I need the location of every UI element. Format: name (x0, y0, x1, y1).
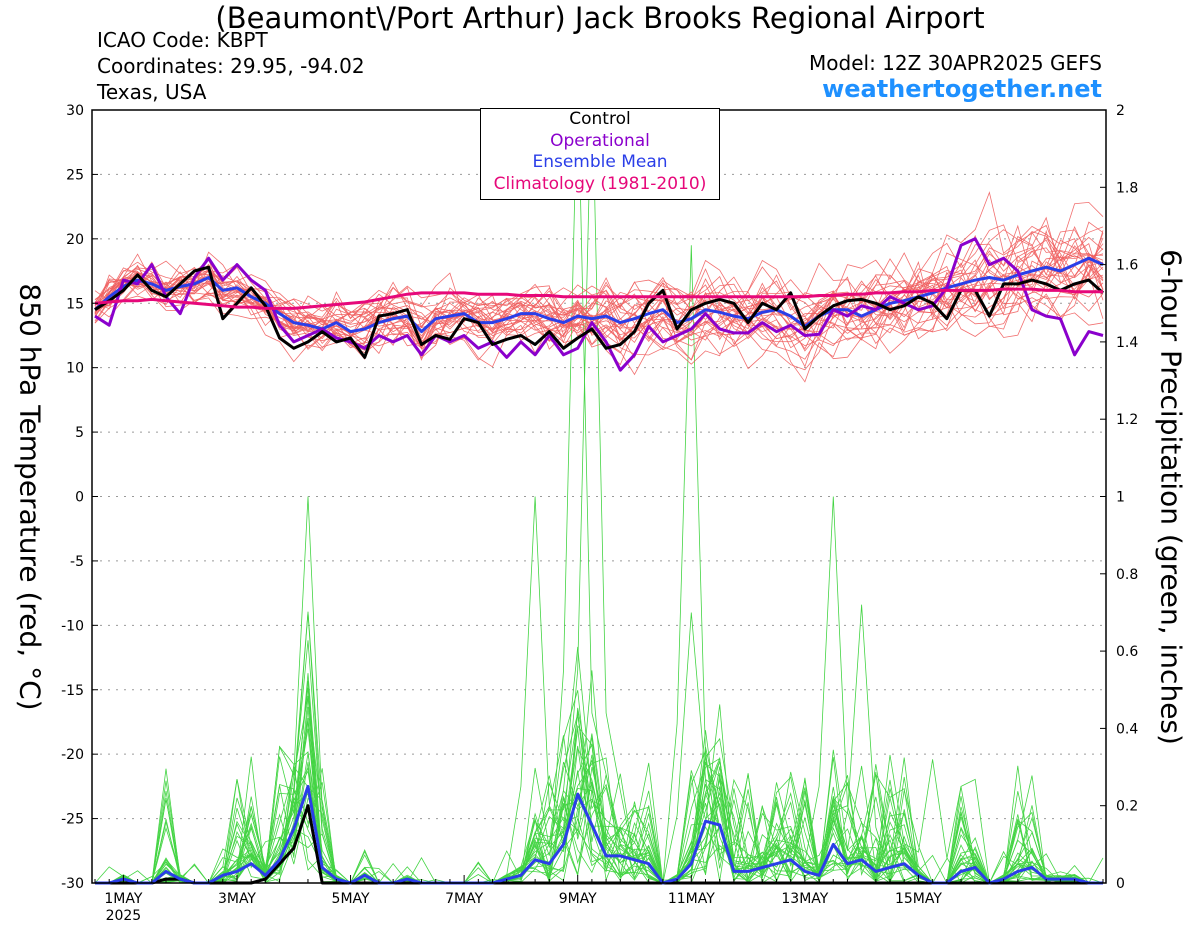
control-temp-line (94, 265, 1105, 359)
y-right-tick-label: 1.6 (1116, 258, 1138, 274)
y-left-tick-label: 25 (66, 167, 84, 183)
y-right-tick-label: 0.8 (1116, 567, 1138, 583)
y-left-tick-label: -25 (61, 812, 84, 828)
precip-member-line (95, 710, 1103, 883)
y-right-tick-label: 1 (1116, 490, 1125, 506)
legend-operational: Operational (550, 130, 650, 151)
region: Texas, USA (97, 80, 207, 104)
y-right-tick-label: 0 (1116, 876, 1125, 892)
y-right-tick-label: 0.4 (1116, 721, 1138, 737)
temp-member-line (94, 191, 1104, 337)
y-axis-left-label: 850 hPa Temperature (red, °C) (13, 283, 47, 711)
icao-code: ICAO Code: KBPT (97, 28, 268, 52)
y-right-tick-label: 0.2 (1116, 799, 1138, 815)
temp-member-line (94, 259, 1104, 359)
x-tick-label: 9MAY (559, 891, 597, 907)
precip-member-line (95, 754, 1103, 883)
x-tick-label: 5MAY (332, 891, 370, 907)
y-left-tick-label: -20 (61, 747, 84, 763)
temp-member-line (94, 224, 1104, 337)
axes: 302520151050-5-10-15-20-25-3021.81.61.41… (61, 103, 1138, 924)
y-right-tick-label: 1.2 (1116, 412, 1138, 428)
site-link[interactable]: weathertogether.net (822, 75, 1102, 103)
operational-temp-line (94, 237, 1104, 372)
coordinates: Coordinates: 29.95, -94.02 (97, 54, 365, 78)
y-left-tick-label: 30 (66, 103, 84, 119)
x-tick-label: 3MAY (218, 891, 256, 907)
y-left-tick-label: -30 (61, 876, 84, 892)
model-run: Model: 12Z 30APR2025 GEFS (809, 51, 1102, 75)
legend-climatology: Climatology (1981-2010) (493, 173, 707, 194)
y-left-tick-label: -15 (61, 683, 84, 699)
precip-member-line (95, 728, 1103, 883)
y-left-tick-label: -5 (70, 554, 84, 570)
x-tick-label: 7MAY (445, 891, 483, 907)
y-right-tick-label: 1.4 (1116, 335, 1138, 351)
temp-member-line (94, 231, 1104, 361)
y-axis-right-label: 6-hour Precipitation (green, inches) (1154, 249, 1188, 745)
temp-member-line (94, 229, 1104, 371)
y-right-tick-label: 0.6 (1116, 644, 1138, 660)
x-tick-year: 2025 (106, 908, 142, 924)
temp-member-line (94, 239, 1104, 341)
y-left-tick-label: 5 (75, 425, 84, 441)
y-left-tick-label: 0 (75, 490, 84, 506)
precip-member-line (95, 706, 1103, 883)
precip-member-line (95, 757, 1103, 883)
y-right-tick-label: 1.8 (1116, 180, 1138, 196)
x-tick-label: 1MAY (104, 891, 142, 907)
legend-box: Control Operational Ensemble Mean Climat… (480, 108, 720, 200)
chart-title: (Beaumont\/Port Arthur) Jack Brooks Regi… (215, 1, 985, 35)
y-left-tick-label: 10 (66, 361, 84, 377)
legend-control: Control (569, 109, 631, 129)
temp-member-line (94, 221, 1104, 359)
precip-member-line (95, 769, 1103, 883)
precip-member-line (95, 646, 1103, 883)
y-left-tick-label: 15 (66, 296, 84, 312)
legend-ensemble-mean: Ensemble Mean (532, 152, 668, 172)
x-tick-label: 13MAY (781, 891, 828, 907)
x-tick-label: 15MAY (895, 891, 942, 907)
y-right-tick-label: 2 (1116, 103, 1125, 119)
y-left-tick-label: 20 (66, 232, 84, 248)
y-left-tick-label: -10 (61, 618, 84, 634)
x-tick-label: 11MAY (668, 891, 715, 907)
climatology-temp-line (94, 287, 1103, 310)
